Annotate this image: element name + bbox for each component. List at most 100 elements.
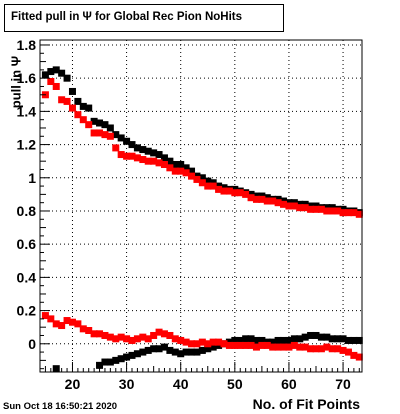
data-point bbox=[280, 336, 288, 344]
data-point bbox=[128, 152, 136, 160]
data-point bbox=[344, 209, 352, 217]
data-point bbox=[79, 102, 87, 110]
data-point bbox=[106, 132, 114, 140]
data-point bbox=[285, 202, 293, 210]
data-point bbox=[90, 330, 98, 338]
data-point bbox=[139, 156, 147, 164]
data-point bbox=[139, 146, 147, 154]
data-point bbox=[150, 157, 158, 165]
data-point bbox=[323, 207, 331, 215]
x-tick-label: 50 bbox=[227, 376, 243, 392]
data-point bbox=[63, 97, 71, 105]
data-point bbox=[79, 116, 87, 124]
data-point bbox=[193, 340, 201, 348]
data-point bbox=[328, 335, 336, 343]
data-point bbox=[339, 335, 347, 343]
data-point bbox=[144, 147, 152, 155]
data-point bbox=[171, 161, 179, 168]
data-point bbox=[280, 200, 288, 208]
y-tick-label: 0.2 bbox=[17, 303, 37, 319]
data-point bbox=[307, 331, 315, 339]
data-point bbox=[220, 187, 228, 195]
data-point bbox=[258, 195, 266, 203]
data-point bbox=[296, 204, 304, 212]
data-point bbox=[269, 197, 277, 205]
y-tick-label: 0.4 bbox=[17, 269, 37, 285]
data-layer bbox=[41, 66, 363, 373]
data-point bbox=[47, 68, 55, 76]
y-tick-label: 0.6 bbox=[17, 236, 37, 252]
data-point bbox=[204, 182, 212, 190]
x-tick-label: 30 bbox=[119, 376, 135, 392]
data-point bbox=[150, 345, 158, 353]
data-point bbox=[160, 161, 168, 168]
data-point bbox=[68, 104, 76, 112]
data-point bbox=[171, 167, 179, 175]
data-point bbox=[182, 338, 190, 346]
data-point bbox=[323, 343, 331, 351]
data-point bbox=[312, 205, 320, 213]
data-point bbox=[312, 331, 320, 339]
data-point bbox=[290, 202, 298, 210]
data-point bbox=[79, 325, 87, 333]
data-point bbox=[144, 157, 152, 165]
data-point bbox=[171, 348, 179, 356]
data-point bbox=[123, 353, 131, 361]
data-point bbox=[68, 318, 76, 326]
data-point bbox=[350, 209, 358, 217]
data-point bbox=[41, 312, 49, 320]
data-point bbox=[123, 137, 131, 145]
data-point bbox=[215, 185, 223, 193]
data-point bbox=[101, 121, 109, 129]
data-point bbox=[128, 141, 136, 149]
data-point bbox=[155, 328, 163, 336]
data-point bbox=[112, 131, 120, 139]
data-point bbox=[106, 124, 114, 132]
data-point bbox=[52, 66, 60, 74]
data-point bbox=[133, 350, 141, 358]
data-point bbox=[90, 129, 98, 137]
data-point bbox=[85, 104, 93, 112]
data-point bbox=[112, 335, 120, 343]
timestamp: Sun Oct 18 16:50:21 2020 bbox=[3, 401, 118, 412]
data-point bbox=[280, 343, 288, 351]
data-point bbox=[101, 131, 109, 139]
data-point bbox=[123, 335, 131, 343]
data-point bbox=[101, 331, 109, 339]
data-point bbox=[258, 341, 266, 349]
x-tick-label: 20 bbox=[65, 376, 81, 392]
data-point bbox=[171, 335, 179, 343]
data-point bbox=[334, 335, 342, 343]
data-point bbox=[177, 167, 185, 175]
data-point bbox=[112, 144, 120, 152]
data-point bbox=[117, 151, 125, 159]
data-point bbox=[231, 341, 239, 349]
data-point bbox=[166, 164, 174, 172]
data-point bbox=[41, 71, 49, 79]
data-point bbox=[236, 336, 244, 344]
data-point bbox=[58, 69, 66, 77]
data-point bbox=[317, 333, 325, 341]
data-point bbox=[144, 335, 152, 343]
data-point bbox=[296, 335, 304, 343]
data-point bbox=[112, 356, 120, 364]
data-point bbox=[74, 111, 82, 119]
data-point bbox=[355, 210, 363, 218]
data-point bbox=[133, 154, 141, 162]
data-point bbox=[155, 151, 163, 159]
data-point bbox=[198, 179, 206, 187]
data-point bbox=[209, 182, 217, 190]
data-point bbox=[52, 82, 60, 90]
data-point bbox=[117, 333, 125, 341]
data-point bbox=[231, 189, 239, 197]
data-point bbox=[128, 351, 136, 359]
data-point bbox=[334, 345, 342, 353]
data-point bbox=[328, 207, 336, 215]
data-point bbox=[209, 343, 217, 351]
data-point bbox=[204, 340, 212, 348]
data-point bbox=[334, 207, 342, 215]
data-point bbox=[274, 199, 282, 207]
data-point bbox=[269, 338, 277, 346]
data-point bbox=[63, 74, 71, 82]
data-point bbox=[225, 187, 233, 195]
